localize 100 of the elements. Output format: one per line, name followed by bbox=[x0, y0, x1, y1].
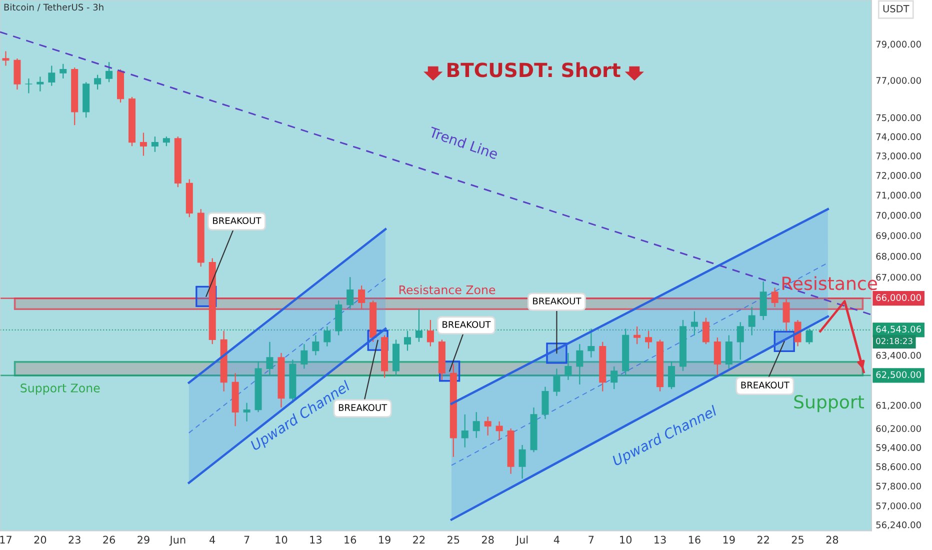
x-tick-label: Jul bbox=[515, 536, 528, 546]
candlestick bbox=[748, 306, 756, 336]
y-tick-label: 57,000.00 bbox=[876, 502, 921, 510]
candlestick bbox=[496, 420, 503, 441]
x-tick-label: 19 bbox=[379, 536, 390, 544]
candlestick bbox=[760, 280, 767, 321]
y-tick-label: 73,000.00 bbox=[876, 152, 921, 160]
text: BTCUSDT: Short bbox=[448, 62, 620, 78]
candlestick bbox=[771, 287, 778, 308]
candlestick bbox=[300, 344, 308, 370]
x-tick-label: 4 bbox=[210, 536, 216, 544]
x-tick-label: 10 bbox=[276, 536, 288, 544]
candlestick bbox=[404, 330, 411, 352]
text: Trend Line bbox=[428, 126, 499, 160]
y-tick-label: 63,400.00 bbox=[876, 352, 921, 360]
y-tick-label: 70,000.00 bbox=[876, 212, 921, 220]
y-tick-label: 74,000.00 bbox=[876, 133, 921, 142]
candlestick bbox=[36, 76, 44, 92]
candlestick bbox=[553, 368, 560, 396]
annotation: Support bbox=[794, 394, 864, 412]
y-tick-label: 57,800.00 bbox=[876, 482, 921, 490]
candlestick bbox=[564, 352, 572, 381]
candlestick bbox=[472, 412, 480, 438]
candlestick bbox=[14, 58, 21, 90]
candlestick bbox=[60, 63, 67, 80]
x-tick-label: 28 bbox=[482, 536, 494, 544]
x-tick-label: 25 bbox=[448, 536, 460, 544]
annotation: BREAKOUT bbox=[741, 382, 790, 389]
candlestick bbox=[725, 334, 732, 370]
x-tick-label: 7 bbox=[588, 536, 594, 544]
y-tick-label: 71,000.00 bbox=[876, 192, 921, 200]
x-tick-label: 4 bbox=[554, 536, 560, 544]
candlestick bbox=[645, 330, 652, 350]
x-tick-label: 20 bbox=[34, 536, 46, 544]
candlestick bbox=[324, 326, 331, 347]
x-tick-label: 22 bbox=[413, 536, 425, 544]
ref-line-label: 66,000.00 bbox=[876, 294, 921, 302]
candlestick bbox=[243, 402, 250, 422]
candlestick bbox=[690, 310, 698, 336]
y-tick-label: 72,000.00 bbox=[876, 172, 921, 180]
candlestick bbox=[806, 328, 813, 345]
y-tick-label: 60,200.00 bbox=[876, 425, 921, 433]
candlestick bbox=[610, 366, 618, 390]
candlestick bbox=[518, 444, 526, 480]
candlestick bbox=[94, 74, 102, 90]
x-tick-label: 23 bbox=[68, 536, 80, 544]
candlestick bbox=[415, 308, 422, 342]
annotation: BREAKOUT bbox=[213, 217, 262, 224]
candlestick bbox=[358, 285, 366, 310]
candlestick bbox=[2, 50, 10, 66]
ref-line-label: 64,543.06 bbox=[876, 326, 921, 334]
y-tick-label: 79,000.00 bbox=[876, 40, 921, 49]
candlestick bbox=[668, 361, 676, 390]
y-tick-label: 75,000.00 bbox=[876, 114, 921, 122]
annotation: Support Zone bbox=[20, 384, 100, 395]
candlestick bbox=[542, 386, 549, 420]
y-axis-title: USDT bbox=[883, 5, 910, 12]
x-tick-label: 13 bbox=[310, 536, 322, 544]
x-tick-label: Jun bbox=[169, 536, 186, 546]
y-tick-label: 67,000.00 bbox=[876, 274, 921, 282]
candlestick bbox=[25, 78, 32, 94]
candlestick bbox=[426, 319, 434, 347]
candlestick bbox=[782, 298, 790, 332]
y-tick-label: 61,200.00 bbox=[876, 402, 921, 410]
candlestick bbox=[312, 334, 320, 356]
candlestick bbox=[702, 317, 710, 345]
candlestick bbox=[140, 132, 147, 156]
candlestick bbox=[714, 336, 721, 376]
candlestick bbox=[634, 326, 641, 345]
candlestick bbox=[266, 341, 274, 376]
x-tick-label: 10 bbox=[620, 536, 632, 544]
y-tick-label: 77,000.00 bbox=[876, 77, 921, 85]
x-tick-label: 26 bbox=[103, 536, 116, 544]
annotation: BREAKOUT bbox=[533, 298, 582, 304]
x-tick-label: 22 bbox=[757, 536, 769, 544]
x-tick-label: 17 bbox=[0, 536, 12, 544]
candlestick bbox=[736, 322, 744, 360]
annotation: Resistance bbox=[782, 276, 878, 290]
x-tick-label: 28 bbox=[826, 536, 838, 544]
candlestick bbox=[106, 62, 113, 83]
y-tick-label: 68,000.00 bbox=[876, 252, 921, 261]
x-tick-label: 16 bbox=[344, 536, 356, 544]
y-tick-label: 69,000.00 bbox=[876, 232, 921, 240]
y-tick-label: 58,600.00 bbox=[876, 463, 921, 472]
candlestick bbox=[162, 136, 170, 147]
x-tick-label: 16 bbox=[688, 536, 700, 544]
ref-line-label: 62,500.00 bbox=[876, 371, 921, 379]
candlestick bbox=[484, 416, 492, 436]
annotation: Resistance Zone bbox=[399, 285, 496, 294]
y-tick-label: 56,240.00 bbox=[876, 521, 921, 530]
x-tick-label: 25 bbox=[792, 536, 804, 544]
annotation: BREAKOUT bbox=[442, 321, 491, 328]
candlestick bbox=[48, 65, 56, 86]
x-tick-label: 19 bbox=[723, 536, 735, 544]
y-tick-label: 59,400.00 bbox=[876, 444, 921, 452]
chart-subtitle: Bitcoin / TetherUS - 3h bbox=[4, 4, 104, 12]
candlestick bbox=[461, 414, 468, 448]
x-tick-label: 29 bbox=[138, 536, 150, 544]
x-tick-label: 13 bbox=[654, 536, 666, 544]
candlestick bbox=[346, 276, 354, 310]
